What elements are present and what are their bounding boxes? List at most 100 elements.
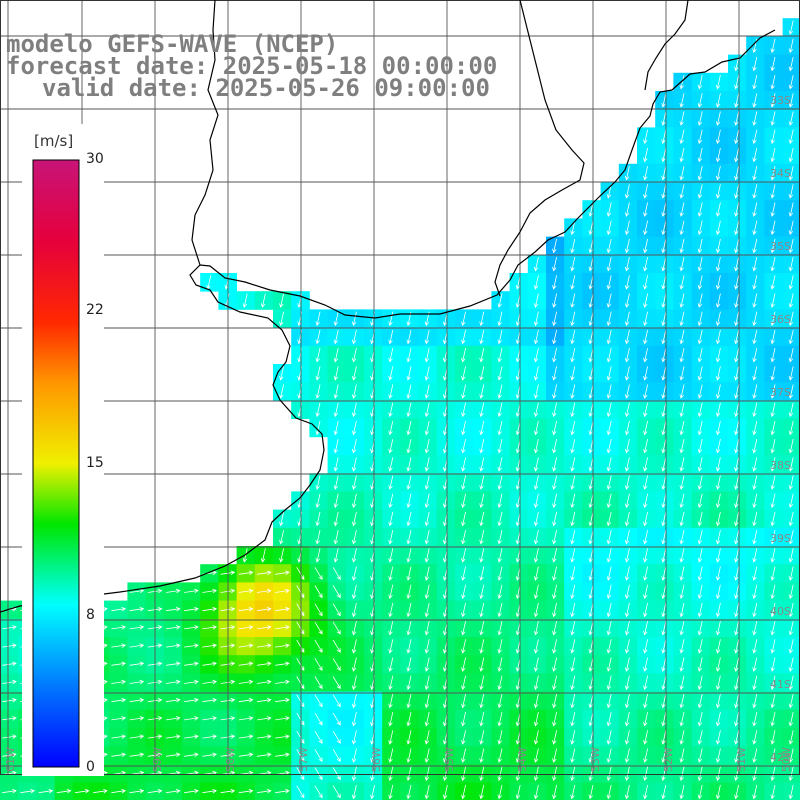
wind-arrow — [333, 311, 339, 327]
colorbar-tick-30: 30 — [86, 151, 104, 167]
wind-arrow — [296, 567, 305, 581]
wind-arrow — [679, 75, 685, 90]
wind-arrow — [533, 657, 539, 672]
wind-arrow — [424, 475, 430, 490]
wind-arrow — [643, 748, 648, 763]
wind-arrow — [388, 511, 394, 527]
wind-arrow — [752, 293, 758, 308]
wind-arrow — [238, 661, 254, 667]
wind-arrow — [388, 766, 394, 782]
wind-arrow — [570, 293, 576, 308]
wind-arrow — [788, 329, 794, 345]
wind-arrow — [643, 639, 648, 654]
wind-arrow — [679, 602, 685, 618]
wind-arrow — [333, 439, 339, 454]
wind-arrow — [734, 730, 739, 745]
wind-arrow — [606, 784, 612, 800]
wind-arrow — [479, 712, 485, 727]
colorbar-tick-15: 15 — [86, 455, 104, 471]
wind-arrow — [552, 475, 557, 490]
wind-arrow — [770, 366, 776, 381]
wind-arrow — [424, 784, 430, 800]
wind-arrow — [752, 766, 758, 782]
wind-arrow — [788, 38, 794, 54]
wind-arrow — [315, 366, 321, 381]
wind-arrow — [238, 679, 254, 685]
wind-arrow — [624, 602, 630, 618]
wind-arrow — [552, 439, 557, 454]
wind-arrow — [734, 639, 739, 654]
wind-arrow — [461, 621, 466, 636]
wind-arrow — [238, 588, 254, 594]
lat-lon-grid: 61W60W59W58W57W56W55W54W53W52W51W50W33S3… — [0, 0, 800, 775]
wind-arrow — [570, 511, 576, 527]
wind-arrow — [697, 621, 703, 636]
wind-arrow — [734, 784, 739, 800]
wind-arrow — [788, 602, 794, 618]
wind-arrow — [588, 220, 594, 236]
wind-arrow — [752, 439, 758, 454]
wind-arrow — [461, 348, 466, 363]
wind-arrow — [661, 329, 667, 345]
wind-arrow — [679, 147, 685, 163]
wind-arrow — [424, 675, 430, 691]
wind-arrow — [606, 657, 612, 672]
wind-arrow — [661, 184, 667, 199]
wind-arrow — [202, 661, 218, 667]
wind-arrow — [184, 661, 199, 667]
wind-arrow — [734, 693, 739, 709]
wind-arrow — [570, 238, 576, 254]
lat-label: 38S — [770, 459, 791, 472]
wind-arrow — [679, 584, 685, 600]
colorbar-tick-8: 8 — [86, 607, 95, 623]
wind-arrow — [184, 625, 199, 630]
wind-arrow — [275, 588, 290, 594]
wind-arrow — [275, 625, 290, 630]
wind-arrow — [715, 475, 721, 490]
wind-arrow — [697, 675, 703, 691]
wind-arrow — [734, 384, 739, 399]
wind-arrow — [497, 530, 503, 545]
wind-arrow — [624, 384, 630, 399]
wind-arrow — [770, 384, 776, 399]
wind-arrow — [552, 548, 557, 563]
wind-arrow — [388, 639, 394, 654]
wind-arrow — [770, 93, 776, 108]
wind-arrow — [351, 420, 357, 436]
wind-arrow — [770, 184, 776, 199]
wind-arrow — [129, 716, 145, 721]
wind-arrow — [479, 329, 485, 345]
wind-arrow — [788, 639, 794, 654]
wind-arrow — [533, 366, 539, 381]
wind-arrow — [424, 748, 430, 763]
wind-arrow — [461, 766, 466, 782]
wind-arrow — [770, 530, 776, 545]
wind-arrow — [202, 625, 218, 630]
wind-arrow — [2, 643, 17, 648]
wind-arrow — [333, 493, 339, 509]
wind-arrow — [202, 788, 218, 794]
wind-arrow — [296, 676, 305, 690]
wind-arrow — [333, 420, 339, 436]
wind-arrow — [679, 202, 685, 217]
wind-arrow — [624, 693, 630, 709]
wind-arrow — [679, 766, 685, 782]
wind-arrow — [424, 348, 430, 363]
wind-arrow — [588, 402, 594, 418]
wind-arrow — [111, 788, 127, 794]
wind-arrow — [697, 657, 703, 672]
wind-arrow — [624, 584, 630, 600]
wind-arrow — [734, 293, 739, 308]
wind-arrow — [2, 716, 17, 721]
wind-arrow — [697, 511, 703, 527]
wind-arrow — [406, 439, 412, 454]
wind-arrow — [770, 402, 776, 418]
wind-arrow — [256, 643, 272, 648]
wind-arrow — [734, 621, 739, 636]
wind-arrow — [552, 675, 557, 691]
wind-arrow — [770, 111, 776, 126]
wind-arrow — [165, 625, 181, 630]
wind-arrow — [111, 697, 127, 703]
wind-arrow — [770, 475, 776, 490]
wind-arrow — [606, 238, 612, 254]
